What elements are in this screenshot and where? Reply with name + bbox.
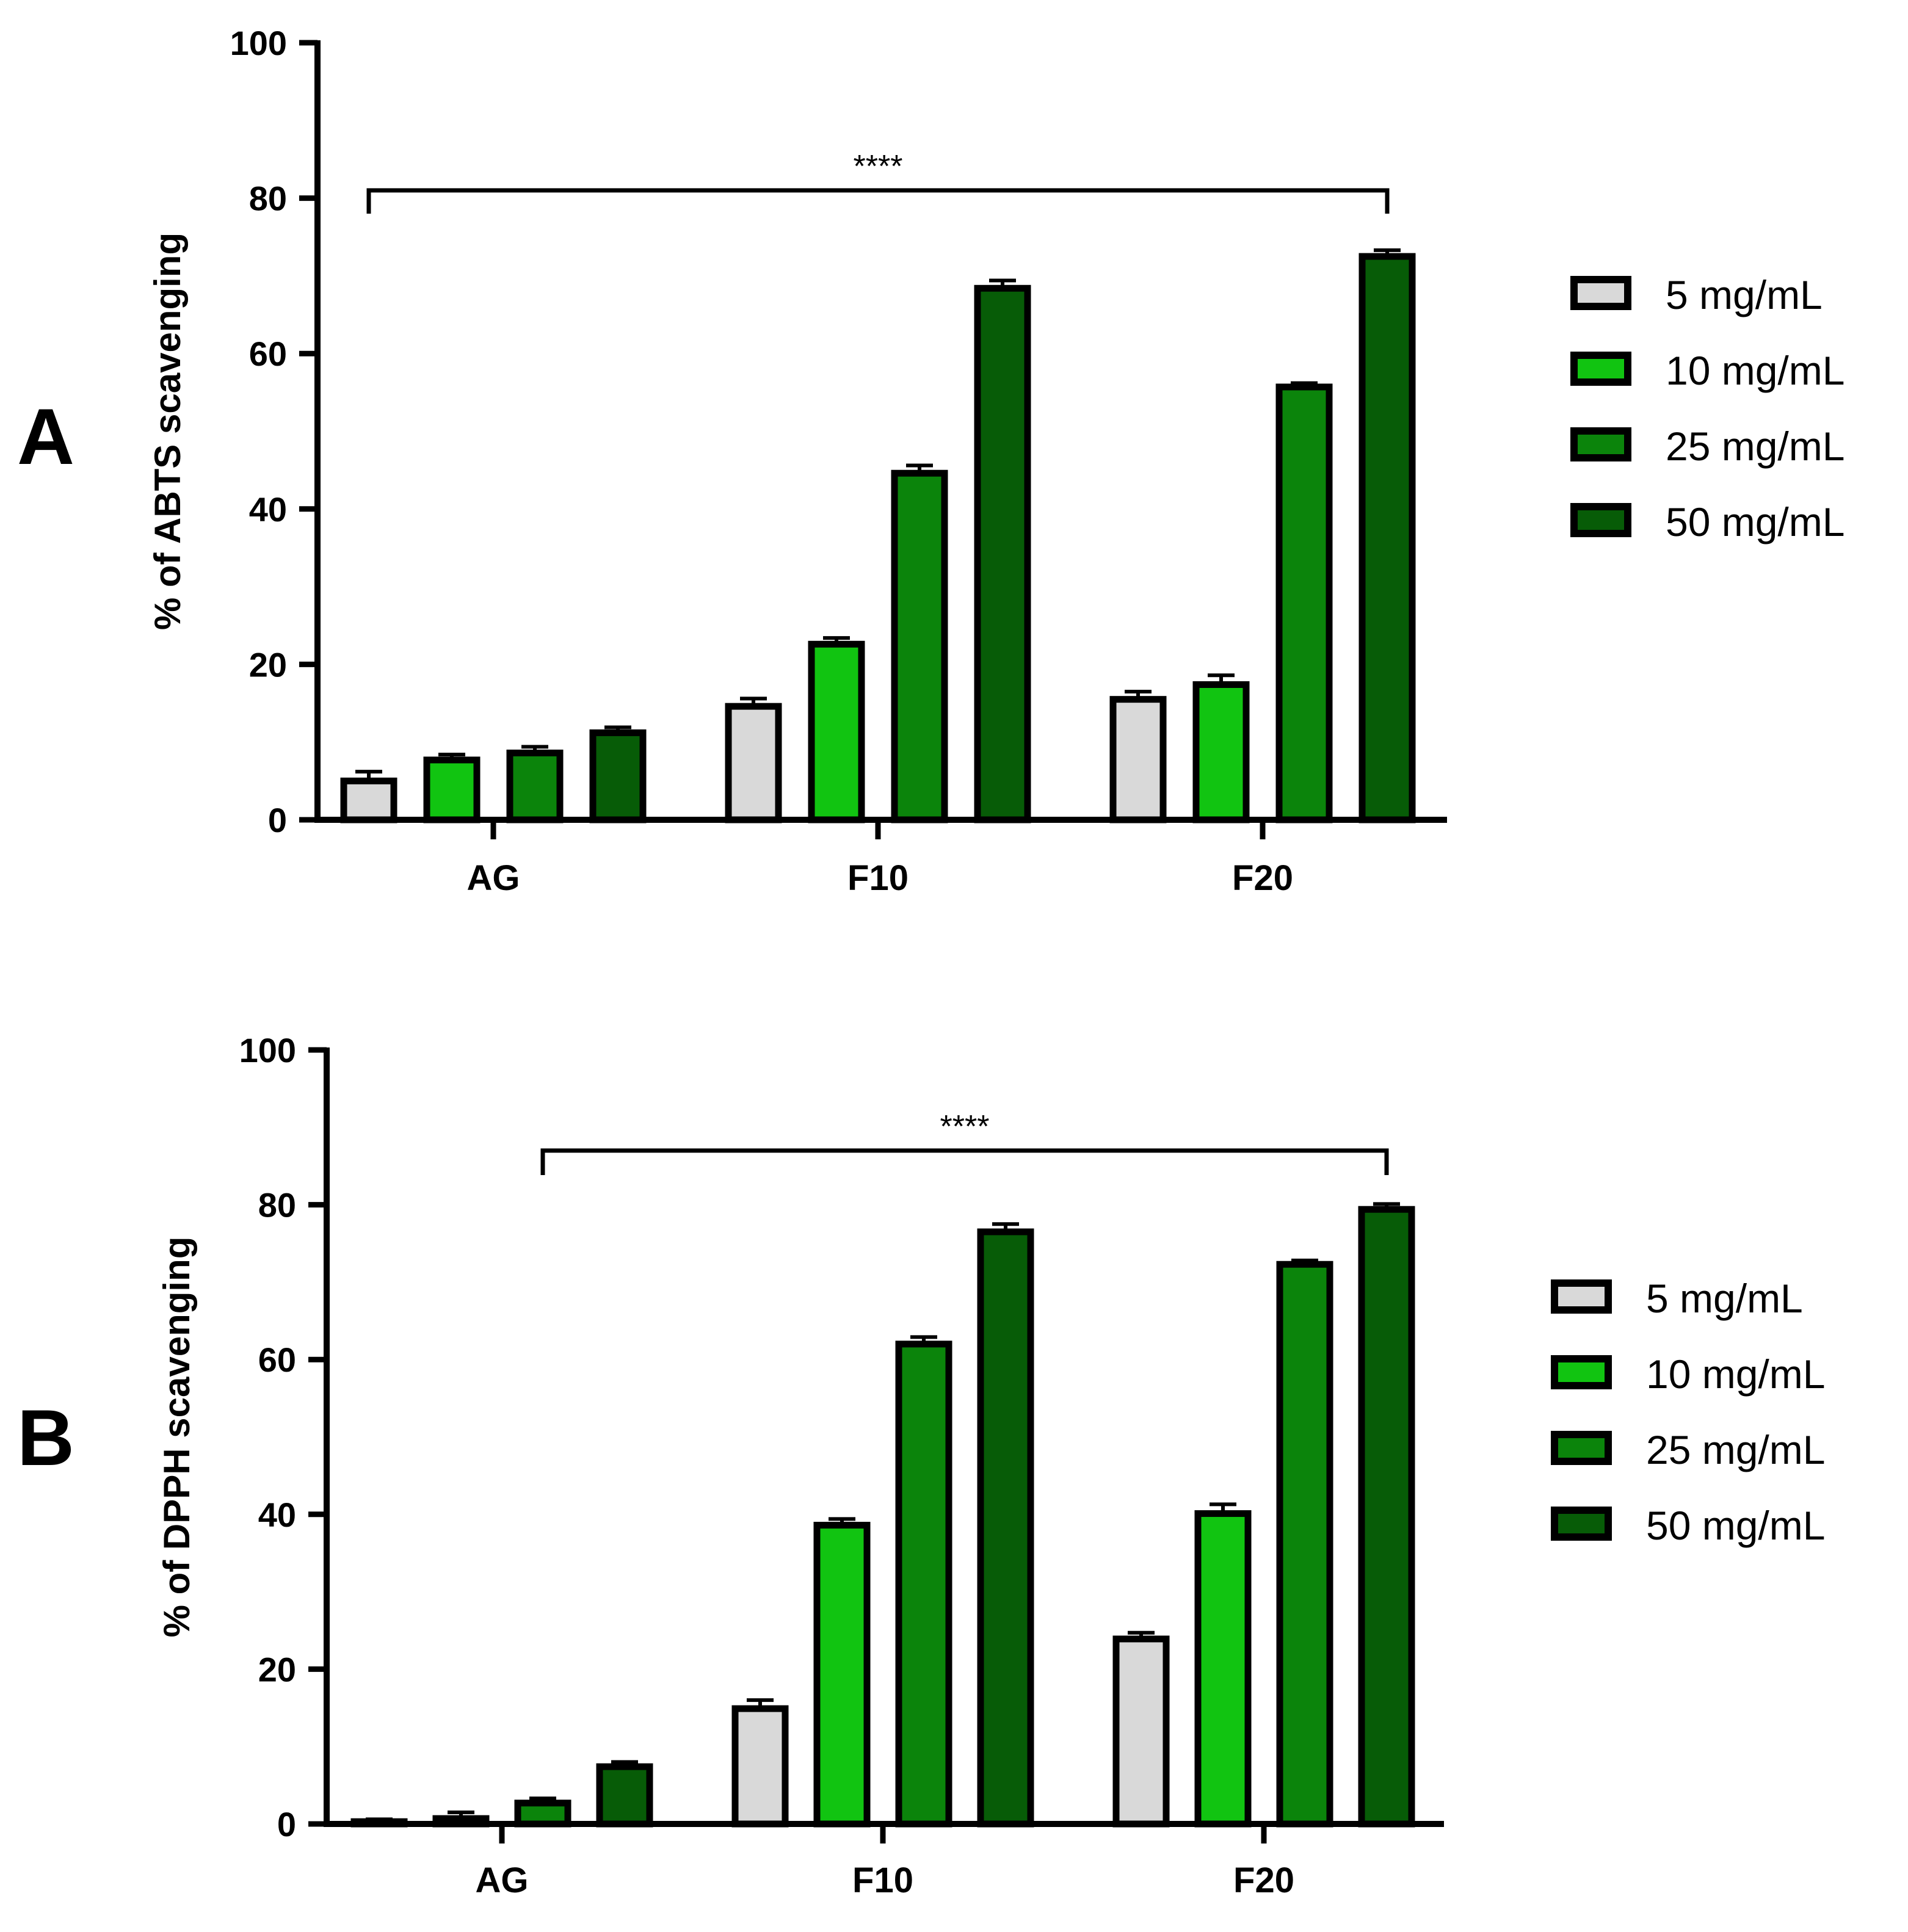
panel-a-significance-bracket xyxy=(366,188,1390,214)
panel-a-category-label-f20: F20 xyxy=(1232,858,1293,898)
panel-b-bar-f10-50-mg-ml xyxy=(977,1228,1034,1828)
panel-a-bar-ag-25-mg-ml xyxy=(506,750,564,823)
panel-b-bar-f10-5-mg-ml xyxy=(731,1705,789,1828)
legend-label-50-mg: 50 mg/mL xyxy=(1646,1503,1825,1548)
panel-a-category-label-f10: F10 xyxy=(847,858,909,898)
legend-label-10-mg: 10 mg/mL xyxy=(1646,1351,1825,1397)
panel-b-significance-label: **** xyxy=(940,1109,990,1145)
panel-b-category-label-f10: F10 xyxy=(852,1861,913,1900)
legend-swatch-50-mg xyxy=(1551,1507,1612,1541)
panel-b-y-tick-label-40: 40 xyxy=(258,1496,296,1534)
panel-b: B 0 20 40 60 80 100 AG F10 F20 % of DPPH scavengi… xyxy=(17,1031,1825,1900)
panel-a-bar-f10-5-mg-ml xyxy=(725,703,782,823)
panel-a-bar-f10-50-mg-ml xyxy=(974,284,1031,823)
panel-b-y-tick-label-80: 80 xyxy=(258,1186,296,1225)
legend-swatch-5-mg xyxy=(1570,276,1631,310)
panel-a: A 0 20 40 60 80 100 AG F10 F20 % of ABTS scavengi… xyxy=(17,24,1845,898)
panel-b-category-label-ag: AG xyxy=(476,1861,529,1900)
panel-b-bar-f10-25-mg-ml xyxy=(895,1340,952,1828)
panel-a-y-tick-label-80: 80 xyxy=(249,179,287,218)
panel-b-category-label-f20: F20 xyxy=(1233,1861,1294,1900)
panel-b-bar-f20-5-mg-ml xyxy=(1112,1635,1170,1828)
panel-a-y-tick-label-60: 60 xyxy=(249,335,287,373)
panel-a-y-tick-label-100: 100 xyxy=(230,24,287,62)
panel-a-bar-ag-50-mg-ml xyxy=(589,729,647,823)
panel-a-bar-f10-25-mg-ml xyxy=(891,469,948,823)
legend-swatch-5-mg xyxy=(1551,1279,1612,1314)
legend-swatch-25-mg xyxy=(1551,1431,1612,1465)
panel-b-y-tick-label-100: 100 xyxy=(239,1031,296,1069)
panel-b-bar-f20-25-mg-ml xyxy=(1276,1261,1333,1828)
panel-a-bar-ag-10-mg-ml xyxy=(423,756,481,823)
panel-a-y-tick-label-0: 0 xyxy=(268,801,287,839)
panel-a-bar-f20-50-mg-ml xyxy=(1358,253,1416,823)
panel-b-y-tick-label-60: 60 xyxy=(258,1340,296,1379)
panel-a-bar-ag-5-mg-ml xyxy=(340,777,397,823)
panel-a-y-tick-label-40: 40 xyxy=(249,490,287,529)
panel-b-y-tick-label-0: 0 xyxy=(277,1805,296,1843)
legend-label-10-mg: 10 mg/mL xyxy=(1666,348,1845,393)
legend-label-5-mg: 5 mg/mL xyxy=(1646,1276,1803,1321)
panel-a-bar-f20-25-mg-ml xyxy=(1275,383,1333,823)
panel-a-bar-f20-5-mg-ml xyxy=(1109,696,1167,823)
panel-a-bar-f20-10-mg-ml xyxy=(1192,681,1250,823)
panel-b-y-axis-title: % of DPPH scavenging xyxy=(156,1237,197,1638)
panel-b-legend: 5 mg/mL 10 mg/mL 25 mg/mL 50 mg/mL xyxy=(1551,1276,1825,1548)
panel-b-y-tick-label-20: 20 xyxy=(258,1650,296,1688)
panel-b-bar-f20-10-mg-ml xyxy=(1194,1510,1252,1828)
legend-swatch-10-mg xyxy=(1551,1355,1612,1389)
legend-label-25-mg: 25 mg/mL xyxy=(1646,1427,1825,1472)
panel-b-bar-f20-50-mg-ml xyxy=(1358,1206,1415,1828)
legend-swatch-50-mg xyxy=(1570,503,1631,537)
legend-label-5-mg: 5 mg/mL xyxy=(1666,272,1823,317)
panel-a-bar-f10-10-mg-ml xyxy=(808,640,865,823)
panel-b-letter: B xyxy=(17,1393,74,1482)
legend-label-25-mg: 25 mg/mL xyxy=(1666,424,1845,469)
panel-a-significance-label: **** xyxy=(854,149,903,184)
panel-b-bar-ag-25-mg-ml xyxy=(514,1800,571,1828)
panel-b-plot: 0 20 40 60 80 100 AG F10 F20 % of DPPH scavenging… xyxy=(156,1031,1444,1900)
panel-a-legend: 5 mg/mL 10 mg/mL 25 mg/mL 50 mg/mL xyxy=(1570,272,1845,545)
legend-swatch-10-mg xyxy=(1570,352,1631,386)
legend-label-50-mg: 50 mg/mL xyxy=(1666,499,1845,545)
panel-b-bar-f10-10-mg-ml xyxy=(813,1522,871,1828)
panel-a-letter: A xyxy=(17,392,74,481)
panel-a-y-axis-title: % of ABTS scavenging xyxy=(147,233,188,630)
legend-swatch-25-mg xyxy=(1570,427,1631,461)
panel-a-plot: 0 20 40 60 80 100 AG F10 F20 % of ABTS scavenging… xyxy=(147,24,1447,898)
panel-b-significance-bracket xyxy=(540,1148,1389,1175)
panel-a-y-tick-label-20: 20 xyxy=(249,645,287,684)
panel-a-category-label-ag: AG xyxy=(467,858,520,898)
panel-b-bar-ag-50-mg-ml xyxy=(596,1763,653,1828)
